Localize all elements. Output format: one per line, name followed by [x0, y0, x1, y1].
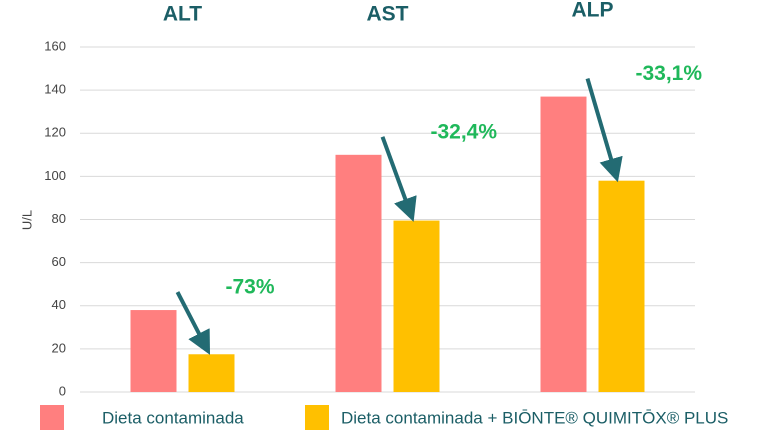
y-tick-label: 120 [44, 125, 66, 140]
bar [393, 220, 440, 392]
y-axis-label: U/L [19, 210, 34, 230]
y-tick-label: 160 [44, 38, 66, 53]
annotation: -33,1% [636, 62, 703, 85]
bar [130, 310, 177, 392]
bar [540, 96, 587, 392]
arrow [175, 291, 211, 355]
y-tick-label: 100 [44, 168, 66, 183]
bar [598, 180, 645, 392]
legend-swatch [305, 405, 329, 430]
legend-swatch [40, 405, 64, 430]
bar [335, 154, 382, 392]
annotation: -73% [226, 276, 275, 299]
y-tick-label: 60 [52, 254, 66, 269]
y-tick-label: 40 [52, 297, 66, 312]
y-tick-label: 80 [52, 211, 66, 226]
y-tick-label: 0 [59, 383, 66, 398]
annotation: -32,4% [431, 120, 498, 143]
y-tick-label: 20 [52, 340, 66, 355]
legend-label: Dieta contaminada [102, 408, 244, 427]
category-label: AST [367, 3, 409, 26]
bar [188, 354, 235, 392]
category-label: ALP [572, 0, 614, 22]
arrow [380, 136, 417, 222]
legend-label: Dieta contaminada + BIŌNTE® QUIMITŌX® PL… [341, 408, 728, 427]
arrow [585, 78, 623, 183]
category-label: ALT [163, 3, 202, 26]
y-tick-label: 140 [44, 82, 66, 97]
